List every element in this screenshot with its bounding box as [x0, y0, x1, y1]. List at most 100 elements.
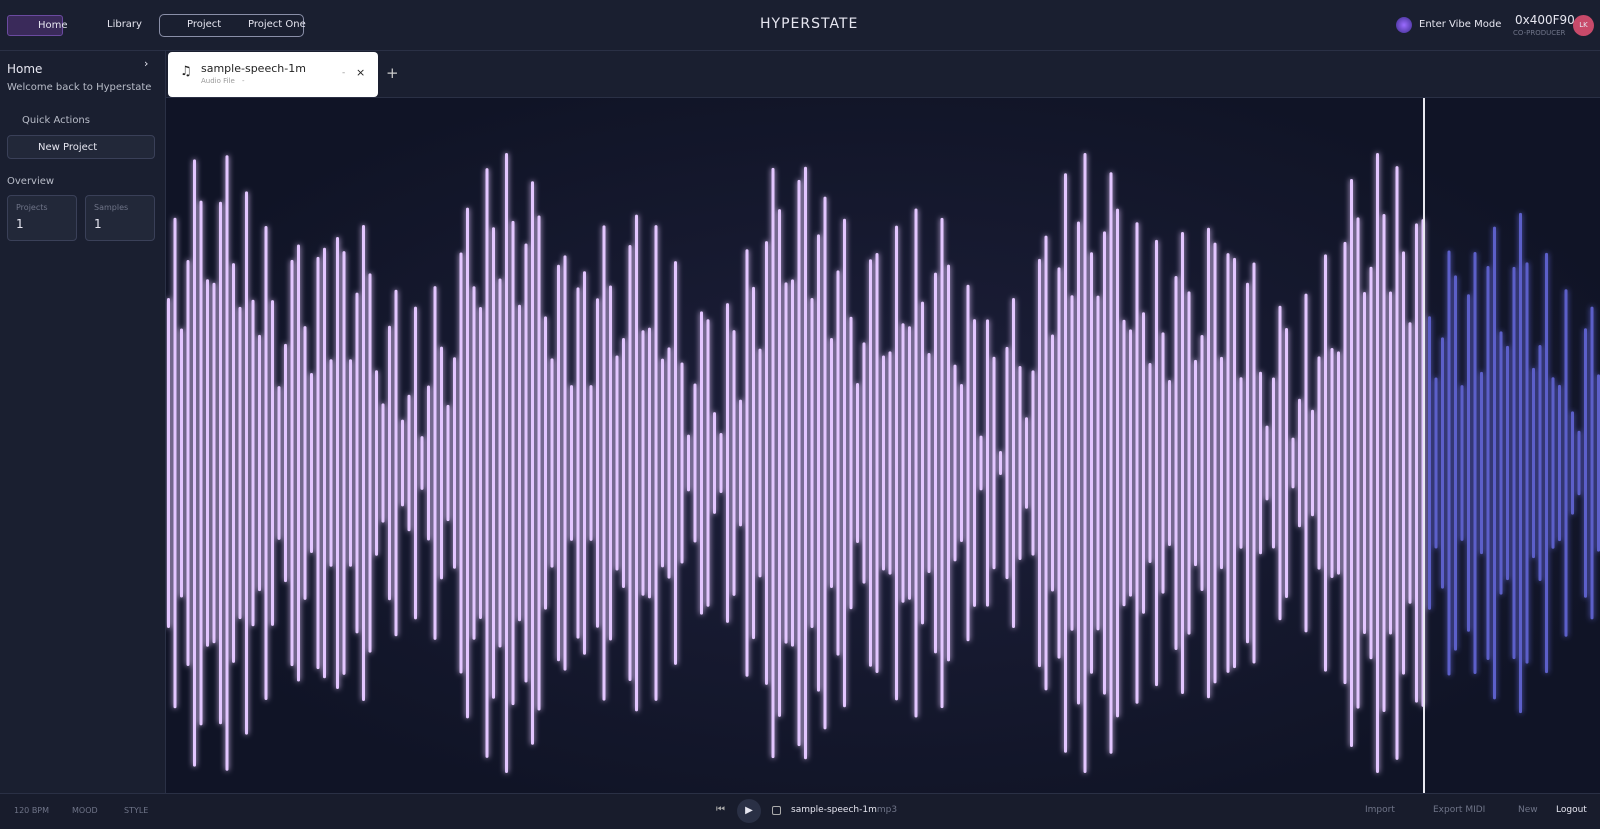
export-midi[interactable]: Export MIDI	[1433, 805, 1486, 815]
new[interactable]: New	[1518, 805, 1538, 815]
waveform-bar	[602, 225, 606, 701]
file-tab[interactable]: ♫ sample-speech-1m Audio File - - ×	[168, 52, 378, 97]
import[interactable]: Import	[1365, 805, 1395, 815]
waveform-bar	[921, 301, 924, 625]
waveform-bar	[537, 215, 541, 711]
style[interactable]: STYLE	[124, 806, 149, 815]
waveform-bar	[1044, 235, 1048, 691]
waveform-bar	[953, 364, 957, 562]
waveform-bar	[1317, 356, 1321, 570]
user-role: CO-PRODUCER	[1513, 29, 1566, 37]
nav-home[interactable]: Home	[7, 15, 68, 36]
waveform-bar	[1272, 377, 1275, 549]
waveform-bar	[927, 352, 931, 574]
project-label[interactable]: Project	[187, 19, 222, 30]
stop-button[interactable]	[772, 806, 781, 815]
waveform-bar	[934, 272, 937, 654]
waveform-bar	[615, 355, 619, 571]
waveform-bar	[784, 282, 788, 644]
waveform-bar	[1330, 347, 1334, 579]
waveform-bar	[596, 298, 599, 628]
collapse-icon[interactable]: ›	[144, 57, 149, 70]
new-project[interactable]: New Project	[7, 135, 155, 159]
waveform-bar	[427, 385, 430, 541]
file-base: sample-speech-1m	[791, 805, 877, 815]
tab-meta: -	[242, 77, 245, 85]
waveform-bar	[758, 348, 762, 578]
waveform-bar	[752, 286, 755, 640]
waveform-bar	[1012, 297, 1015, 629]
play-button[interactable]: ▶	[737, 799, 761, 823]
waveform-bar	[362, 225, 365, 701]
waveform-bar	[303, 326, 307, 600]
waveform-bar	[1337, 351, 1340, 575]
waveform-bar	[563, 255, 567, 671]
prev-button[interactable]: ⏮	[716, 804, 725, 815]
waveform-bar	[823, 196, 827, 730]
waveform-bar	[1265, 425, 1269, 501]
waveform-bar	[940, 217, 944, 709]
waveform-bar	[329, 359, 333, 567]
waveform-bar	[316, 256, 320, 670]
waveform-bar	[1473, 252, 1477, 674]
waveform-bar	[999, 451, 1002, 475]
waveform-bar	[433, 286, 437, 640]
waveform-bar	[349, 359, 352, 567]
logout[interactable]: Logout	[1556, 805, 1587, 815]
waveform-bar	[966, 284, 970, 642]
waveform-bar	[1584, 328, 1587, 598]
waveform-bar	[531, 181, 534, 745]
waveform-bar	[810, 297, 814, 629]
waveform-bar	[1031, 370, 1035, 556]
waveform-bar	[745, 249, 749, 677]
vibe-button[interactable]: Enter Vibe Mode	[1419, 19, 1502, 30]
avatar[interactable]: LK	[1573, 15, 1594, 36]
waveform-bar	[804, 166, 807, 760]
waveform-bar	[1239, 377, 1243, 549]
bpm[interactable]: 120 BPM	[14, 806, 50, 815]
tab-minimize[interactable]: -	[342, 68, 346, 78]
tab-close[interactable]: ×	[356, 66, 366, 79]
music-icon: ♫	[180, 64, 192, 79]
project-name[interactable]: Project One	[248, 19, 306, 30]
waveform-bar	[1564, 289, 1568, 637]
waveform-bar	[258, 334, 261, 592]
waveform-bar	[1538, 344, 1542, 582]
waveform-bar	[1506, 345, 1509, 581]
tab-add[interactable]: +	[386, 64, 399, 82]
waveform-bar	[446, 404, 450, 522]
waveform	[166, 98, 1600, 793]
waveform-bar	[251, 299, 255, 627]
waveform-bar	[1590, 306, 1594, 620]
mood[interactable]: MOOD	[72, 806, 98, 815]
waveform-bar	[1402, 251, 1405, 675]
waveform-bar	[1551, 377, 1555, 549]
waveform-bar	[1187, 291, 1191, 635]
waveform-bar	[472, 286, 476, 640]
waveform-bar	[1038, 258, 1041, 668]
sidebar: › Home Welcome back to Hyperstate Quick …	[0, 51, 166, 793]
waveform-bar	[1415, 223, 1418, 703]
waveform-bar	[1441, 337, 1444, 589]
waveform-bar	[206, 279, 209, 647]
footer: 120 BPM MOOD STYLE ⏮ ▶ sample-speech-1mm…	[0, 793, 1600, 829]
waveform-bar	[719, 433, 723, 493]
waveform-bar	[1512, 266, 1516, 660]
waveform-bar	[700, 311, 703, 615]
waveform-bar	[459, 252, 463, 674]
waveform-bar	[225, 155, 229, 771]
project-selector[interactable]	[159, 14, 304, 37]
nav-library[interactable]: Library	[107, 19, 142, 30]
waveform-bar	[1408, 322, 1412, 604]
quick-actions[interactable]: Quick Actions	[22, 115, 90, 126]
waveform-bar	[622, 338, 625, 588]
waveform-bar	[1304, 293, 1308, 633]
waveform-bar	[271, 300, 274, 626]
waveform-bar	[817, 234, 820, 692]
waveform-bar	[1434, 377, 1438, 549]
waveform-bar	[407, 394, 411, 532]
waveform-bar	[479, 307, 482, 619]
waveform-bar	[1343, 241, 1347, 685]
waveform-bar	[167, 298, 170, 628]
waveform-bar	[544, 316, 547, 610]
